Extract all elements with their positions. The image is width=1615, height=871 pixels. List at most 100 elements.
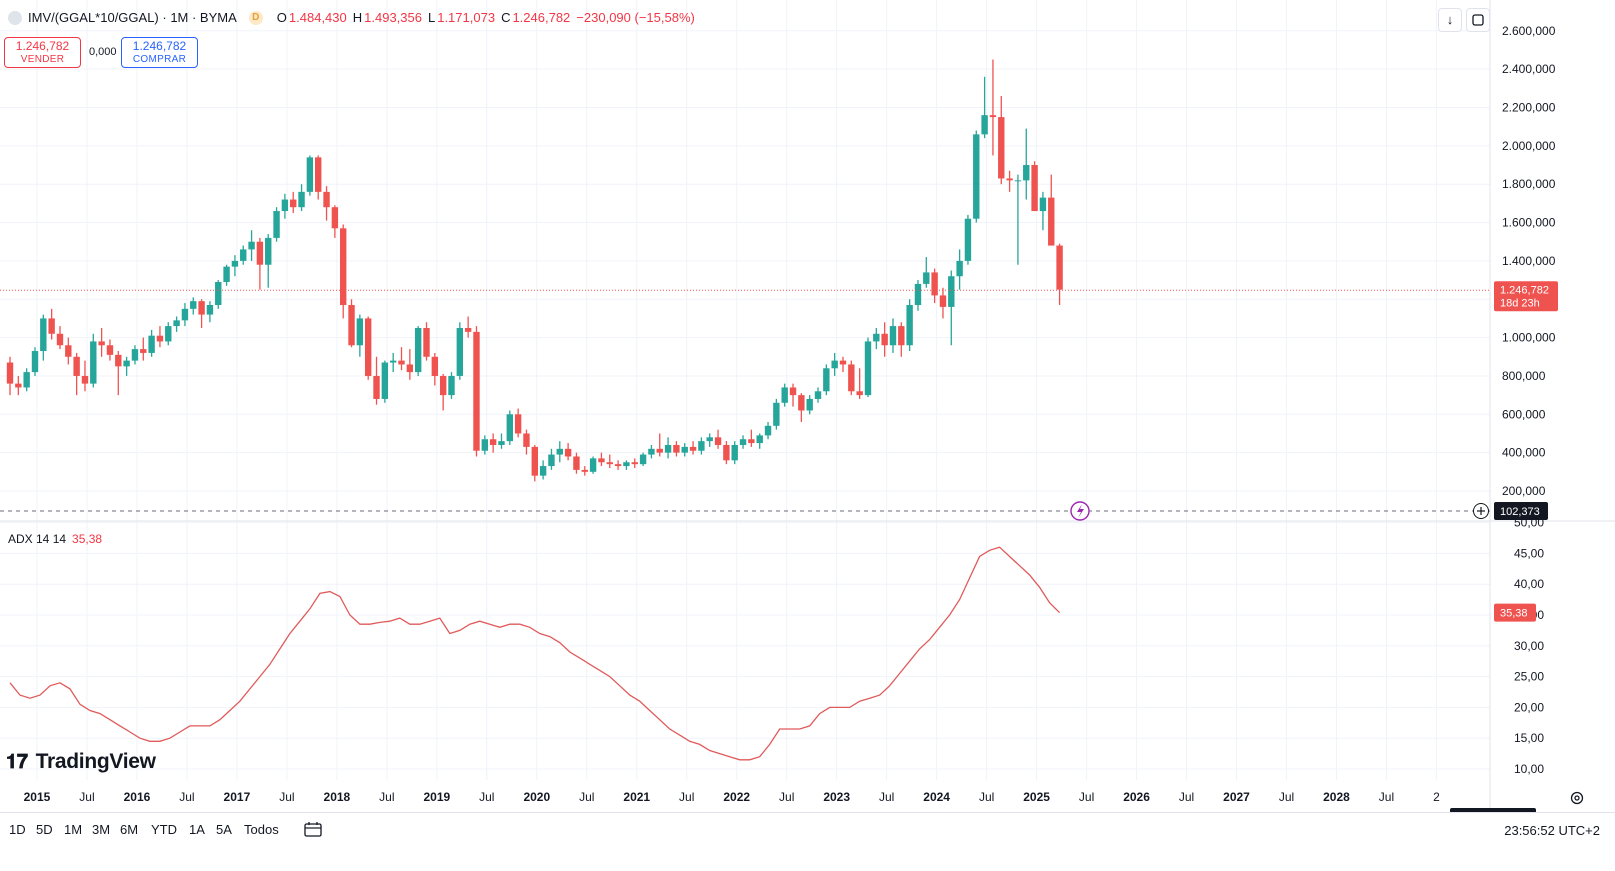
adx-value-label: 35,38 [1500, 608, 1528, 620]
price-tick-label: 1.400,000 [1502, 254, 1556, 268]
candle-body [823, 368, 830, 392]
time-tick-label: Jul [479, 790, 494, 804]
candle-body [281, 199, 289, 212]
gear-icon[interactable] [1569, 790, 1585, 806]
candle-body [831, 360, 838, 369]
change-value: −230,090 (−15,58%) [576, 10, 695, 25]
candle-body [1056, 245, 1063, 290]
adx-legend[interactable]: ADX 14 14 35,38 [8, 532, 102, 546]
adx-label: ADX 14 14 [8, 532, 67, 546]
time-tick-label: 2 [1433, 790, 1440, 804]
adx-tick-label: 15,00 [1514, 731, 1544, 745]
sell-button[interactable]: 1.246,782 VENDER [4, 37, 81, 68]
countdown-label: 18d 23h [1500, 297, 1540, 309]
price-tick-label: 400,000 [1502, 446, 1546, 460]
candle-body [1014, 180, 1022, 182]
candle-body [598, 458, 605, 463]
time-tick-label: Jul [879, 790, 894, 804]
range-1a-button[interactable]: 1A [189, 822, 205, 837]
time-tick-label: 2023 [823, 790, 850, 804]
candle-body [656, 448, 663, 453]
candle-body [548, 454, 555, 467]
price-tick-label: 200,000 [1502, 484, 1546, 498]
candle-body [614, 464, 622, 467]
candle-body [648, 448, 655, 455]
fullscreen-button[interactable] [1466, 8, 1490, 32]
candle-body [573, 456, 580, 470]
candle-body [48, 318, 55, 334]
candle-body [981, 115, 988, 135]
candle-body [81, 375, 89, 384]
price-tick-label: 2.000,000 [1502, 139, 1556, 153]
candle-body [898, 326, 905, 346]
candle-body [773, 402, 780, 426]
candle-body [1048, 197, 1055, 246]
tradingview-logo[interactable]: 𝟏𝟕 TradingView [6, 750, 156, 774]
candle-body [248, 241, 255, 250]
sell-label: VENDER [20, 54, 65, 65]
buy-label: COMPRAR [132, 54, 187, 65]
candle-body [156, 335, 164, 342]
candle-body [623, 462, 630, 467]
download-button[interactable]: ↓ [1438, 8, 1462, 32]
candle-body [348, 305, 355, 346]
candle-body [739, 439, 747, 445]
time-tick-label: Jul [1179, 790, 1194, 804]
buy-button[interactable]: 1.246,782 COMPRAR [121, 37, 198, 68]
range-all-button[interactable]: Todos [244, 822, 279, 837]
buy-price: 1.246,782 [132, 39, 187, 53]
close-label: C [501, 10, 511, 25]
candle-body [914, 283, 922, 306]
candle-body [165, 326, 172, 342]
candle-body [556, 448, 563, 455]
logo-text: TradingView [35, 750, 156, 773]
candle-body [864, 341, 872, 396]
range-6m-button[interactable]: 6M [120, 822, 139, 837]
crosshair-value-label: 102,373 [1500, 506, 1540, 518]
candle-body [631, 462, 638, 465]
range-ytd-button[interactable]: YTD [151, 822, 177, 837]
adx-tick-label: 25,00 [1514, 670, 1544, 684]
range-5a-button[interactable]: 5A [216, 822, 232, 837]
candle-body [6, 362, 14, 384]
candle-body [756, 435, 763, 444]
candle-body [531, 446, 538, 476]
high-value: 1.493,356 [364, 10, 422, 25]
time-tick-label: 2020 [523, 790, 550, 804]
candle-body [948, 276, 955, 307]
candle-body [364, 318, 372, 376]
candle-body [98, 341, 105, 346]
time-tick-label: Jul [1079, 790, 1094, 804]
calendar-icon[interactable] [304, 821, 322, 837]
clock[interactable]: 23:56:52 UTC+2 [1504, 823, 1600, 838]
candle-body [223, 266, 230, 282]
range-3m-button[interactable]: 3M [92, 822, 111, 837]
candle-body [889, 326, 897, 346]
time-tick-label: Jul [179, 790, 194, 804]
candle-body [140, 349, 147, 353]
candle-body [31, 351, 39, 373]
candle-body [306, 157, 314, 192]
candle-body [489, 439, 497, 445]
candle-body [231, 260, 239, 267]
price-tick-label: 1.800,000 [1502, 177, 1556, 191]
range-1m-button[interactable]: 1M [64, 822, 83, 837]
price-tick-label: 2.200,000 [1502, 101, 1556, 115]
candle-body [265, 237, 272, 265]
candle-body [998, 117, 1005, 179]
range-1d-button[interactable]: 1D [9, 822, 26, 837]
time-tick-label: Jul [979, 790, 994, 804]
candle-body [1006, 178, 1013, 181]
range-5d-button[interactable]: 5D [36, 822, 53, 837]
candle-body [923, 272, 930, 284]
candle-body [398, 360, 405, 365]
candle-body [839, 360, 847, 365]
candle-body [464, 328, 472, 332]
square-icon [1472, 14, 1484, 26]
time-tick-label: Jul [779, 790, 794, 804]
candle-body [290, 199, 297, 208]
candle-body [15, 383, 22, 388]
candle-body [873, 333, 880, 342]
symbol-name[interactable]: IMV/(GGAL*10/GGAL) · 1M · BYMA [28, 10, 237, 25]
